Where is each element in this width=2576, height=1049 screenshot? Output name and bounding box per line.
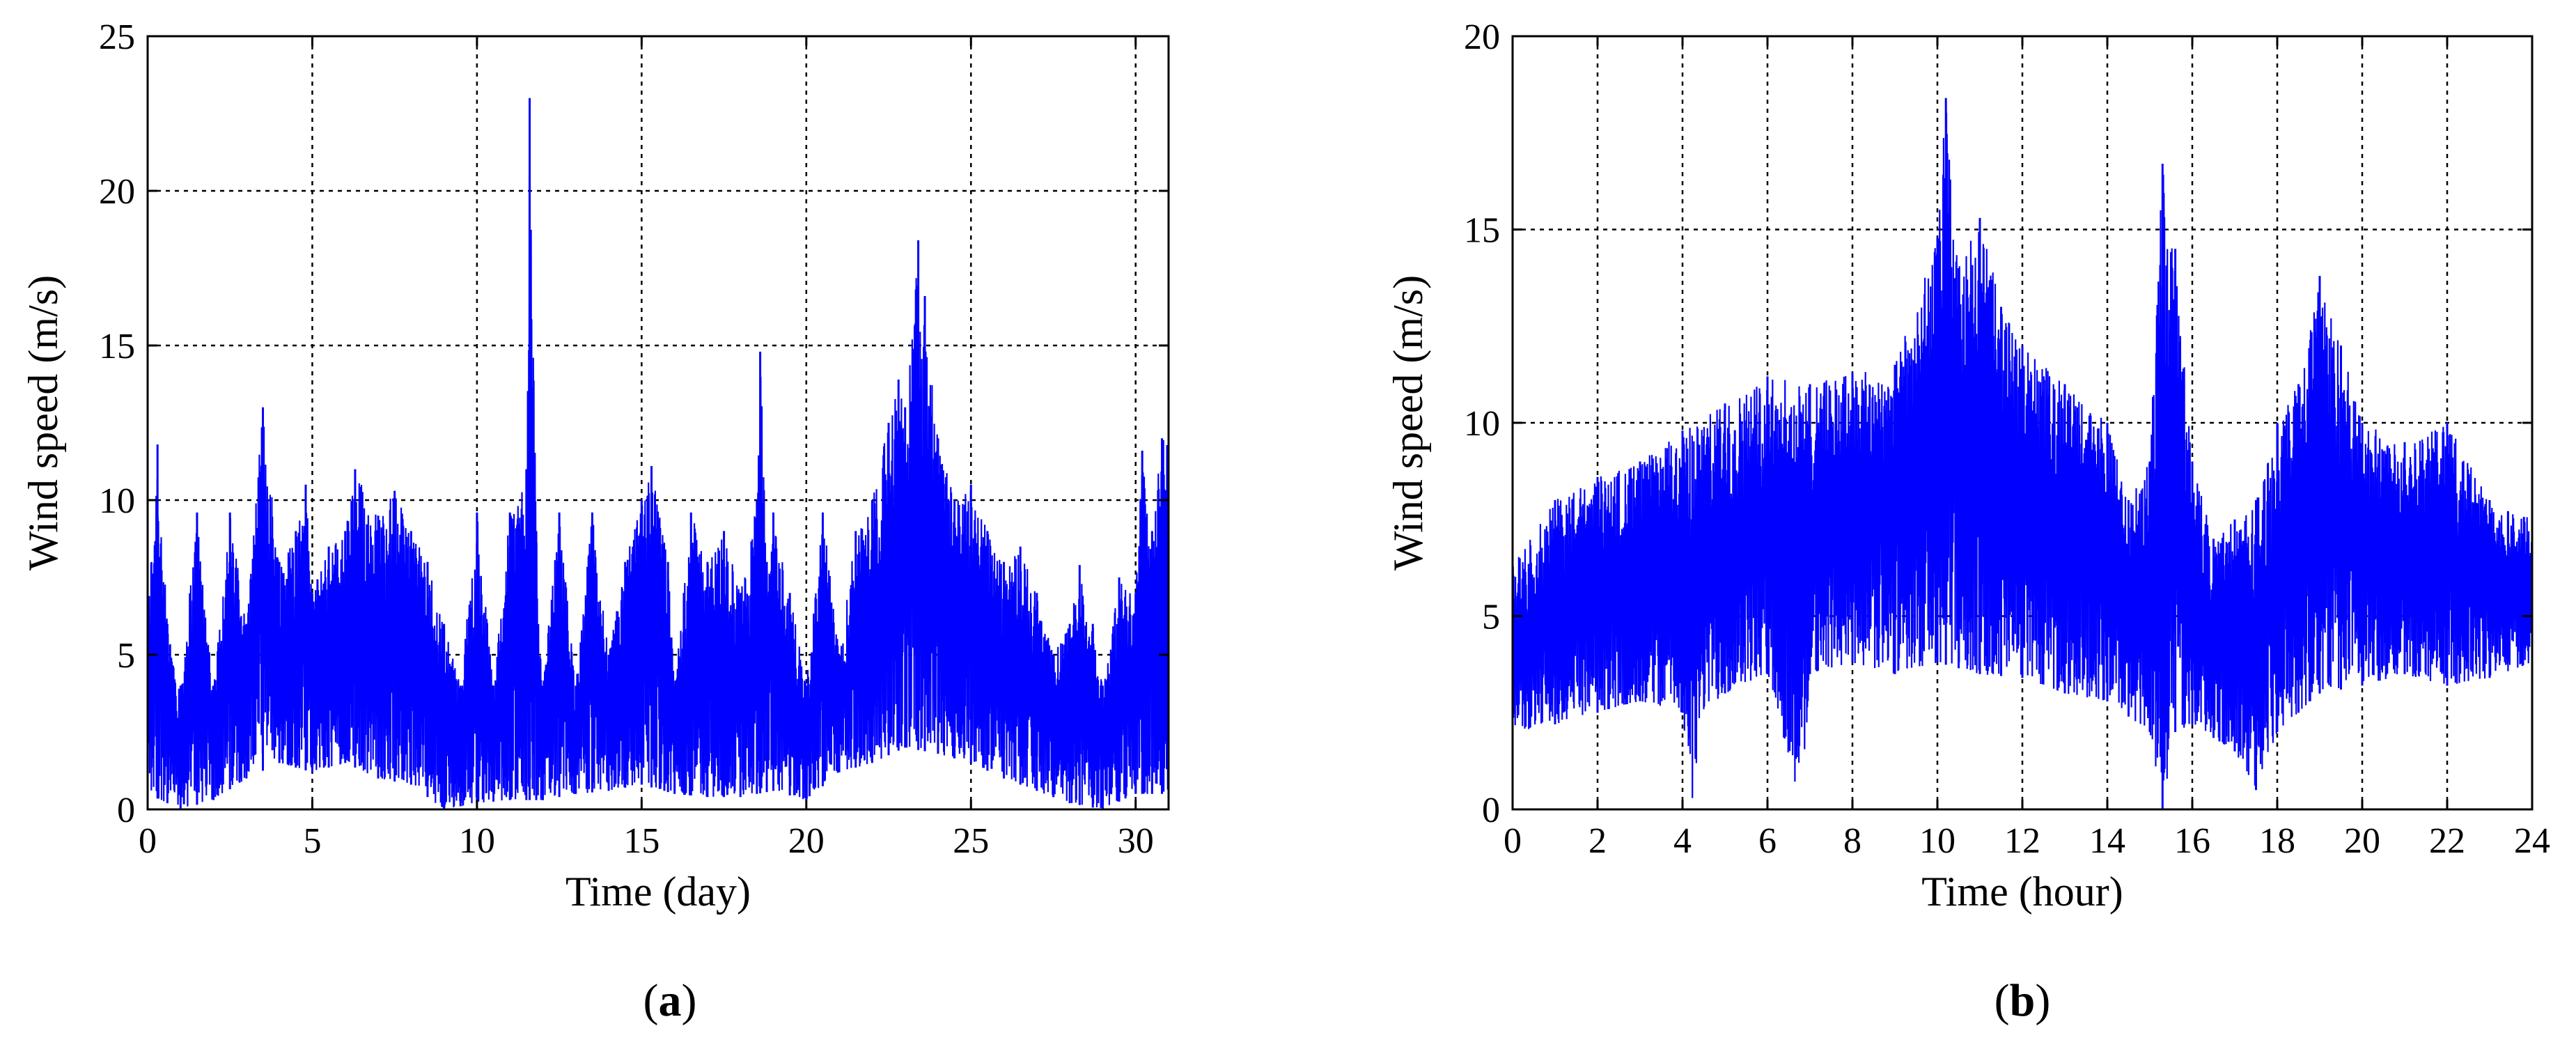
panel-label: (b) [1995, 975, 2051, 1026]
x-axis-label: Time (day) [565, 869, 751, 915]
x-tick-label: 10 [459, 821, 495, 861]
x-axis-label: Time (hour) [1921, 869, 2123, 915]
x-tick-label: 30 [1118, 821, 1154, 861]
x-tick-label: 4 [1673, 821, 1692, 861]
wind-speed-series [146, 174, 1170, 809]
x-tick-label: 0 [139, 821, 157, 861]
y-tick-label: 5 [117, 636, 135, 676]
y-tick-label: 20 [99, 172, 135, 212]
y-tick-label: 15 [99, 327, 135, 366]
panel-label: (a) [643, 975, 697, 1026]
y-tick-label: 5 [1482, 598, 1500, 637]
x-tick-label: 10 [1919, 821, 1956, 861]
x-tick-label: 8 [1843, 821, 1861, 861]
plot-frame [146, 35, 1170, 811]
x-tick-label: 22 [2429, 821, 2465, 861]
x-tick-label: 0 [1504, 821, 1522, 861]
x-tick-label: 20 [2344, 821, 2380, 861]
x-tick-label: 2 [1588, 821, 1607, 861]
y-tick-label: 25 [99, 17, 135, 57]
x-tick-label: 15 [623, 821, 659, 861]
x-tick-label: 18 [2259, 821, 2295, 861]
y-axis-label: Wind speed (m/s) [1385, 275, 1431, 570]
x-tick-label: 6 [1758, 821, 1777, 861]
y-tick-label: 0 [117, 791, 135, 830]
x-tick-label: 12 [2004, 821, 2040, 861]
x-tick-label: 16 [2174, 821, 2210, 861]
y-tick-label: 15 [1464, 211, 1500, 251]
y-axis-label: Wind speed (m/s) [20, 275, 66, 570]
x-tick-label: 20 [788, 821, 825, 861]
y-tick-label: 10 [99, 481, 135, 521]
y-tick-label: 20 [1464, 17, 1500, 57]
panel-a: 0 5 10 15 20 25 30 0 5 10 15 20 25 Time (day) Wind spe… [20, 17, 1170, 1026]
x-tick-label: 24 [2514, 821, 2550, 861]
x-tick-label: 25 [953, 821, 989, 861]
x-tick-label: 5 [303, 821, 321, 861]
x-tick-label: 14 [2089, 821, 2125, 861]
y-tick-label: 10 [1464, 404, 1500, 444]
y-tick-label: 0 [1482, 791, 1500, 830]
